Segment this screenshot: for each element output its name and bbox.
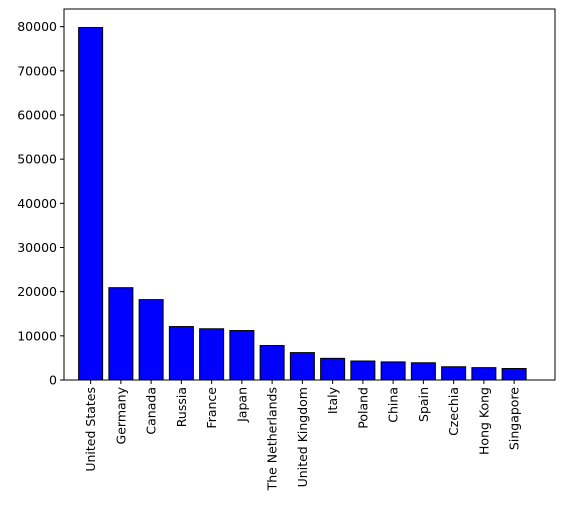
y-tick-label: 20000	[17, 284, 57, 299]
bar	[289, 352, 315, 381]
bar	[320, 357, 346, 381]
bar	[108, 287, 134, 381]
y-axis: 0 10000 20000 30000 40000 50000 60000 70000 8000…	[17, 19, 64, 388]
y-tick-label: 10000	[17, 328, 57, 343]
x-axis: United States Germany Canada Russia France Ja…	[83, 380, 522, 491]
bar	[168, 326, 194, 381]
bar	[471, 367, 497, 381]
x-tick-label: Singapore	[507, 387, 522, 450]
bar	[380, 361, 406, 381]
x-tick-label: Czechia	[446, 387, 461, 436]
x-tick-label: France	[204, 387, 219, 429]
y-tick-label: 50000	[17, 152, 57, 167]
bars	[78, 27, 527, 381]
x-tick-label: Japan	[234, 387, 249, 423]
x-tick-label: Poland	[355, 387, 370, 429]
x-tick-label: Italy	[325, 386, 340, 414]
y-tick-label: 60000	[17, 108, 57, 123]
x-tick-label: Germany	[113, 386, 128, 444]
bar	[78, 27, 104, 381]
x-tick-label: Russia	[174, 387, 189, 427]
plot-frame	[63, 8, 556, 381]
bar	[501, 368, 527, 381]
x-tick-label: China	[386, 387, 401, 423]
y-tick-label: 40000	[17, 196, 57, 211]
bar	[138, 299, 164, 381]
x-tick-label: United States	[83, 387, 98, 472]
bar	[410, 362, 436, 381]
x-tick-label: Spain	[416, 387, 431, 422]
bar	[229, 330, 255, 381]
y-tick-label: 30000	[17, 240, 57, 255]
y-tick-label: 70000	[17, 63, 57, 78]
bar	[199, 328, 225, 381]
y-tick-label: 0	[49, 373, 57, 388]
bar	[350, 360, 376, 381]
bar	[259, 345, 285, 381]
bar	[441, 366, 467, 381]
x-tick-label: United Kingdom	[295, 387, 310, 487]
y-tick-label: 80000	[17, 19, 57, 34]
x-tick-label: The Netherlands	[265, 387, 280, 491]
x-tick-label: Canada	[144, 387, 159, 435]
x-tick-label: Hong Kong	[476, 387, 491, 455]
